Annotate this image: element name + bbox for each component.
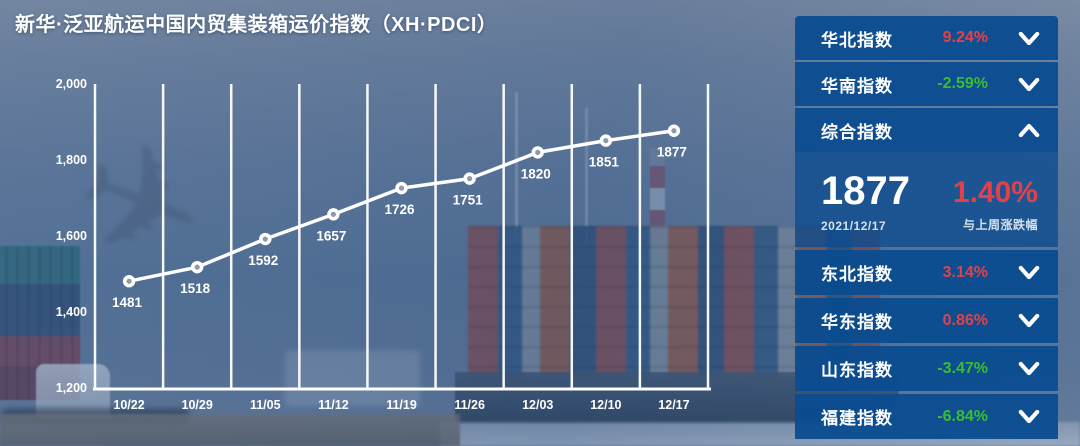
composite-change-caption: 与上周涨跌幅 [962, 218, 1038, 232]
chevron-down-icon[interactable] [1018, 409, 1040, 424]
composite-index-change: 1.40% [952, 176, 1038, 209]
chevron-up-icon[interactable] [1018, 123, 1040, 138]
index-row-fujian[interactable]: 福建指数 -6.84% [795, 394, 1058, 439]
composite-value-block: 1877 2021/12/17 [821, 171, 910, 233]
index-label: 福建指数 [821, 409, 893, 428]
chevron-down-icon[interactable] [1018, 313, 1040, 328]
chevron-down-icon[interactable] [1018, 77, 1040, 92]
index-label: 华东指数 [821, 313, 893, 332]
index-change: 0.86% [942, 311, 988, 329]
index-label: 山东指数 [821, 361, 893, 380]
composite-index-date: 2021/12/17 [821, 219, 887, 233]
index-change: 3.14% [942, 263, 988, 281]
composite-index-detail: 1877 2021/12/17 1.40% 与上周涨跌幅 [795, 152, 1058, 247]
index-change: -3.47% [937, 359, 988, 377]
index-row-shandong[interactable]: 山东指数 -3.47% [795, 346, 1058, 391]
index-label: 华南指数 [821, 76, 893, 96]
chevron-down-icon[interactable] [1018, 265, 1040, 280]
index-row-dongbei[interactable]: 东北指数 3.14% [795, 250, 1058, 295]
index-change: 9.24% [942, 29, 988, 46]
index-row-zonghe[interactable]: 综合指数 [795, 108, 1058, 152]
composite-index-value: 1877 [821, 169, 910, 213]
index-change: -2.59% [937, 75, 988, 92]
chevron-down-icon[interactable] [1018, 361, 1040, 376]
page-title: 新华·泛亚航运中国内贸集装箱运价指数（XH·PDCI） [15, 14, 498, 36]
index-row-huabei[interactable]: 华北指数 9.24% [795, 16, 1058, 60]
road [0, 414, 460, 446]
index-row-huadong[interactable]: 华东指数 0.86% [795, 298, 1058, 343]
index-label: 东北指数 [821, 265, 893, 284]
index-row-huanan[interactable]: 华南指数 -2.59% [795, 62, 1058, 106]
index-change: -6.84% [937, 407, 988, 425]
index-panel: 华北指数 9.24% 华南指数 -2.59% 综合指数 1877 2021/12… [795, 16, 1058, 442]
index-label: 综合指数 [821, 122, 893, 142]
distant-truck [285, 350, 420, 406]
chevron-down-icon[interactable] [1018, 31, 1040, 46]
index-label: 华北指数 [821, 30, 893, 50]
composite-change-block: 1.40% 与上周涨跌幅 [953, 178, 1038, 233]
